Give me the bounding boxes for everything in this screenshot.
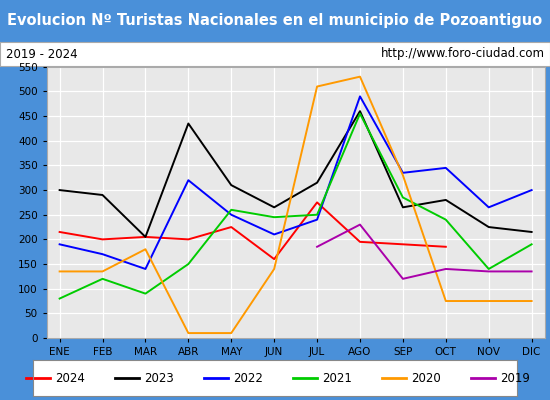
Text: Evolucion Nº Turistas Nacionales en el municipio de Pozoantiguo: Evolucion Nº Turistas Nacionales en el m… xyxy=(8,14,542,28)
Text: 2021: 2021 xyxy=(322,372,352,384)
Text: 2023: 2023 xyxy=(144,372,174,384)
Text: 2022: 2022 xyxy=(233,372,263,384)
Text: 2024: 2024 xyxy=(55,372,85,384)
Text: 2019 - 2024: 2019 - 2024 xyxy=(6,48,77,60)
Text: 2019: 2019 xyxy=(500,372,530,384)
Text: 2020: 2020 xyxy=(411,372,441,384)
Text: http://www.foro-ciudad.com: http://www.foro-ciudad.com xyxy=(381,48,544,60)
